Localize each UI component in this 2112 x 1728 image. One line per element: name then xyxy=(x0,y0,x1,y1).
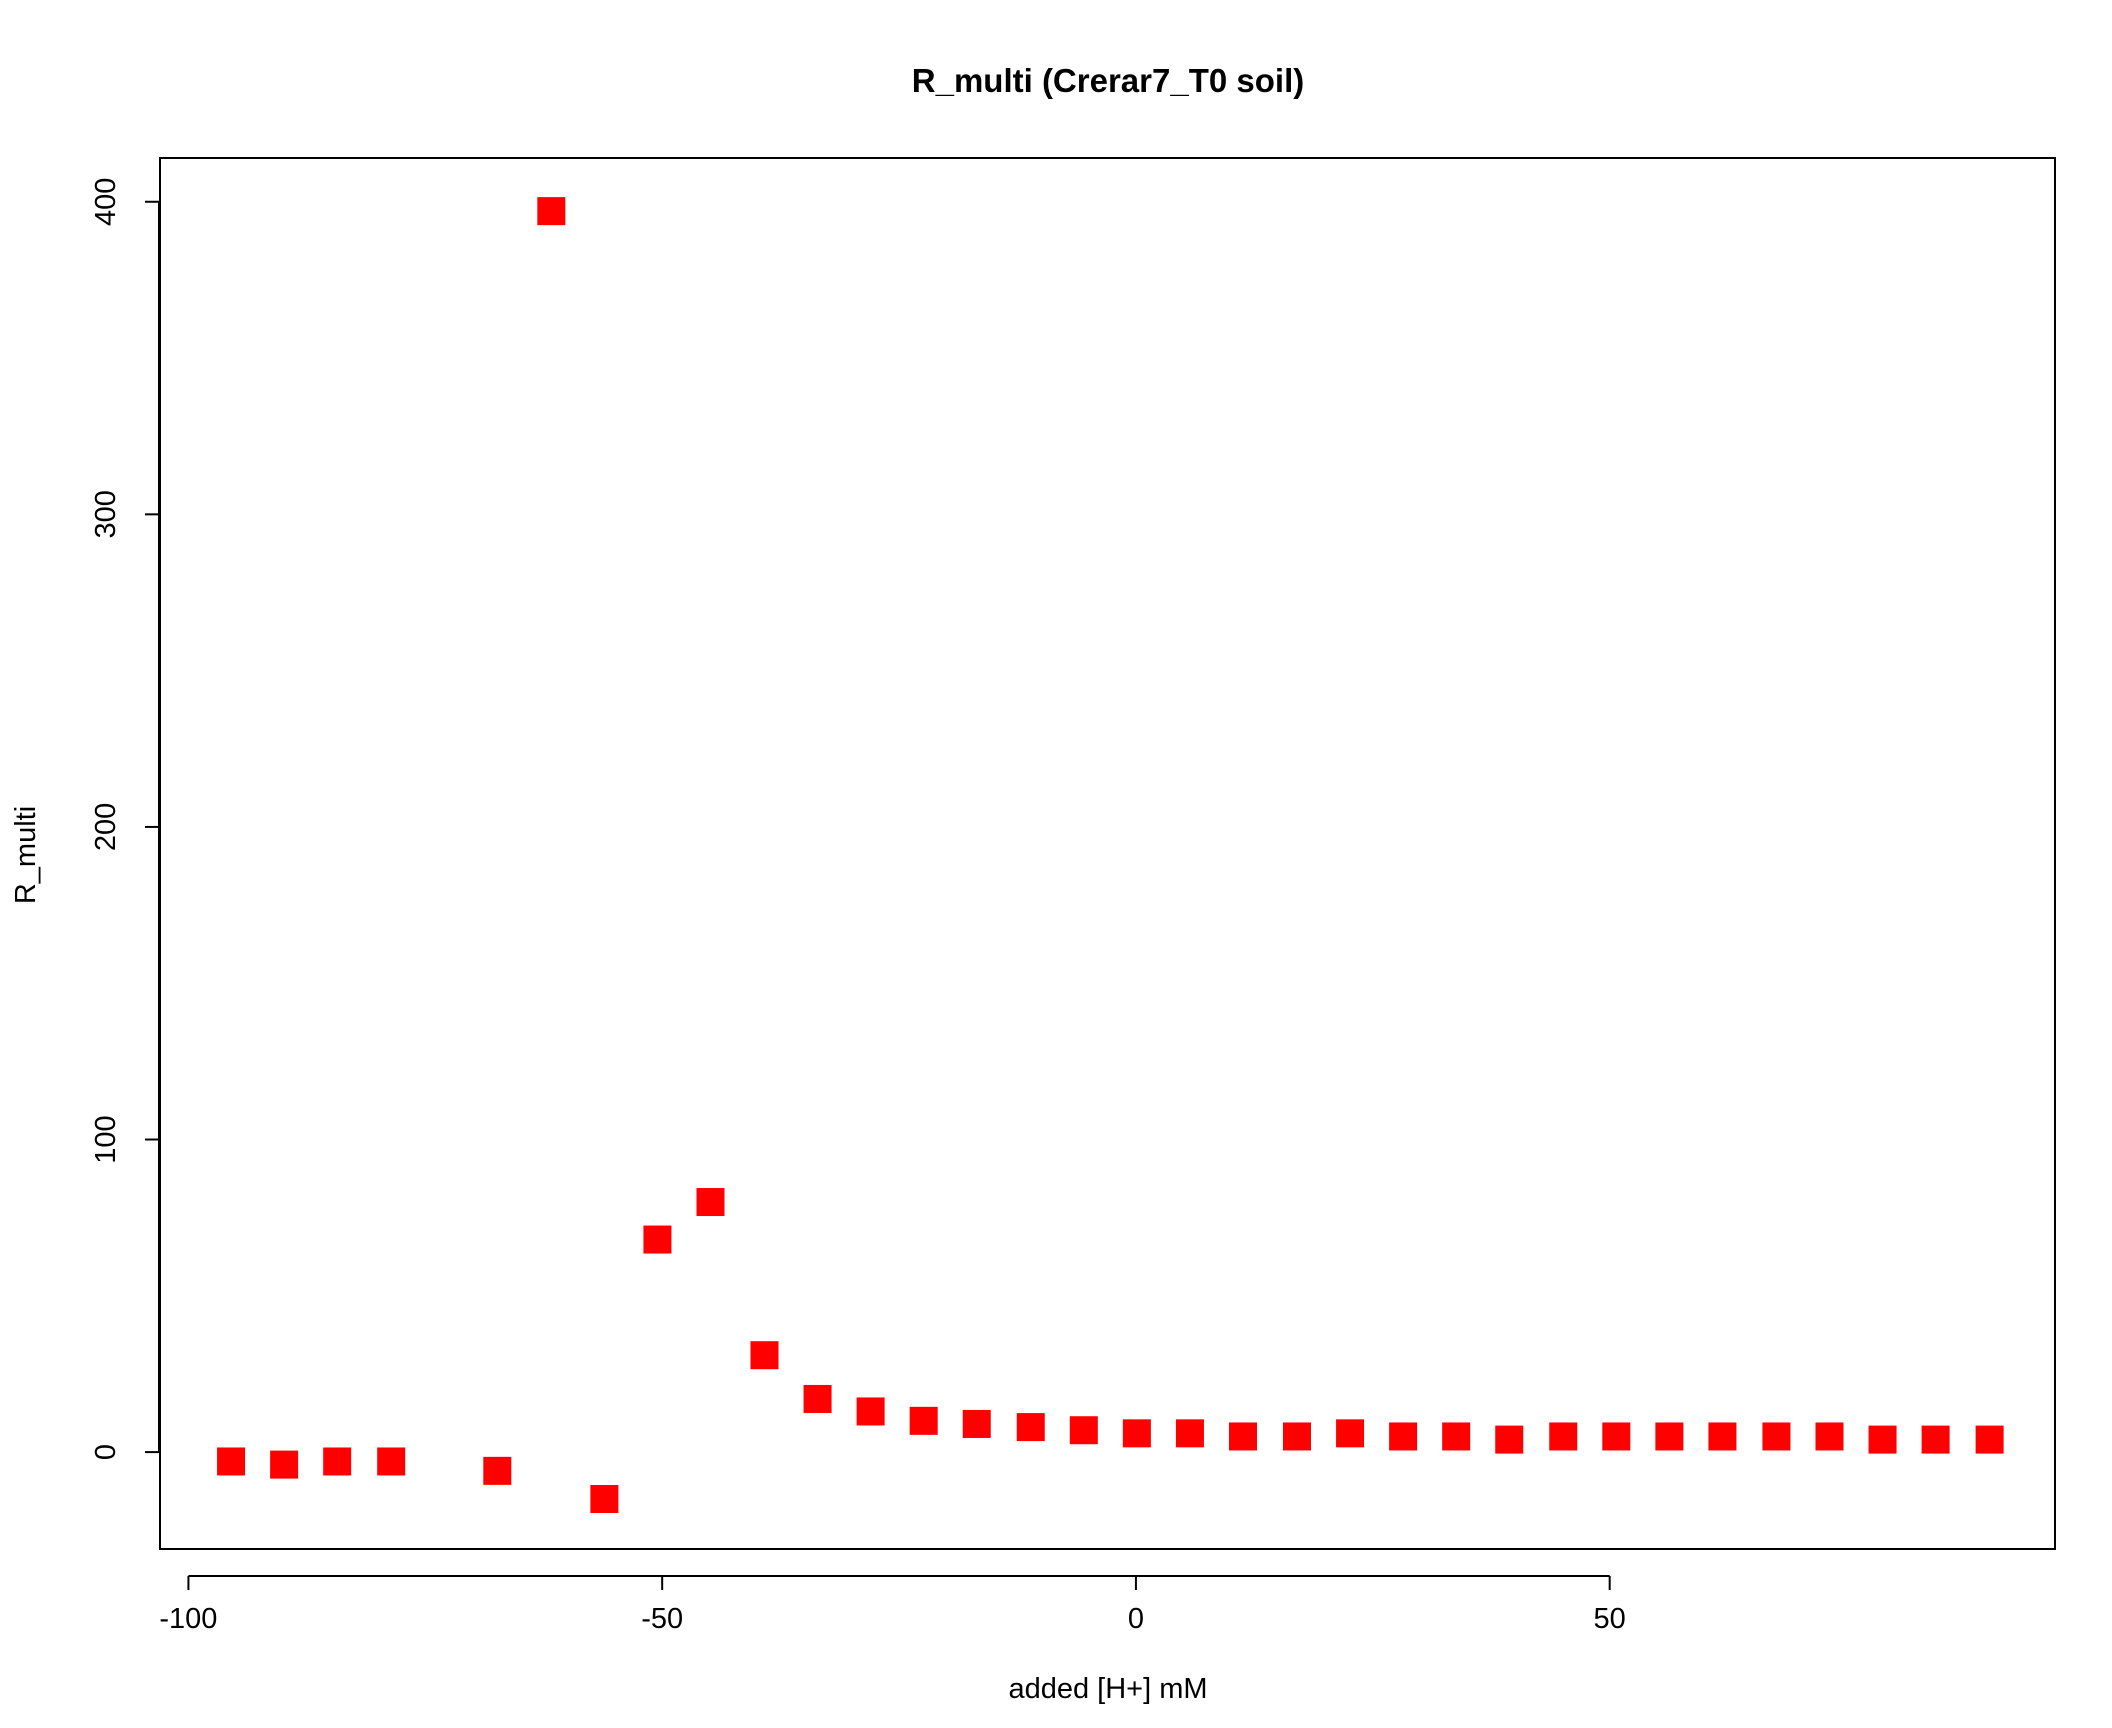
data-point xyxy=(1016,1413,1045,1442)
data-point xyxy=(909,1406,938,1435)
data-point xyxy=(590,1484,619,1513)
y-tick-label: 200 xyxy=(90,803,122,851)
data-point xyxy=(1495,1425,1524,1454)
x-tick-label: -100 xyxy=(159,1603,217,1635)
data-point xyxy=(1762,1422,1791,1451)
plot-frame xyxy=(159,157,2056,1550)
y-tick-label: 400 xyxy=(90,178,122,226)
data-point xyxy=(750,1341,779,1370)
x-tick-label: -50 xyxy=(641,1603,683,1635)
data-point xyxy=(270,1450,299,1479)
data-point xyxy=(1069,1416,1098,1445)
data-point xyxy=(483,1456,512,1485)
data-point xyxy=(1975,1425,2004,1454)
data-point xyxy=(1602,1422,1631,1451)
y-axis-label: R_multi xyxy=(10,806,42,904)
data-point xyxy=(217,1447,246,1476)
data-point xyxy=(1708,1422,1737,1451)
data-point xyxy=(377,1447,406,1476)
data-point xyxy=(1921,1425,1950,1454)
x-tick-label: 0 xyxy=(1128,1603,1144,1635)
y-tick-label: 300 xyxy=(90,490,122,538)
data-point xyxy=(696,1188,725,1217)
data-point xyxy=(1228,1422,1257,1451)
data-points xyxy=(217,197,2004,1513)
y-tick-label: 0 xyxy=(90,1444,122,1460)
data-point xyxy=(1868,1425,1897,1454)
data-point xyxy=(323,1447,352,1476)
data-point xyxy=(1655,1422,1684,1451)
data-point xyxy=(856,1397,885,1426)
data-point xyxy=(1442,1422,1471,1451)
data-point xyxy=(1389,1422,1418,1451)
data-point xyxy=(962,1409,991,1438)
data-point xyxy=(803,1384,832,1413)
x-tick-label: 50 xyxy=(1594,1603,1626,1635)
data-point xyxy=(1122,1419,1151,1448)
x-axis: -100 -50 0 50 xyxy=(159,1575,1626,1635)
data-point xyxy=(1815,1422,1844,1451)
y-axis: 0 100 200 300 400 xyxy=(90,178,160,1460)
data-point xyxy=(537,197,566,226)
data-point xyxy=(1283,1422,1311,1451)
data-point xyxy=(1336,1419,1365,1448)
chart-title: R_multi (Crerar7_T0 soil) xyxy=(912,62,1304,99)
y-tick-label: 100 xyxy=(90,1115,122,1163)
data-point xyxy=(643,1225,672,1254)
data-point xyxy=(1175,1419,1204,1448)
x-axis-label: added [H+] mM xyxy=(1008,1673,1207,1705)
data-point xyxy=(1549,1422,1578,1451)
